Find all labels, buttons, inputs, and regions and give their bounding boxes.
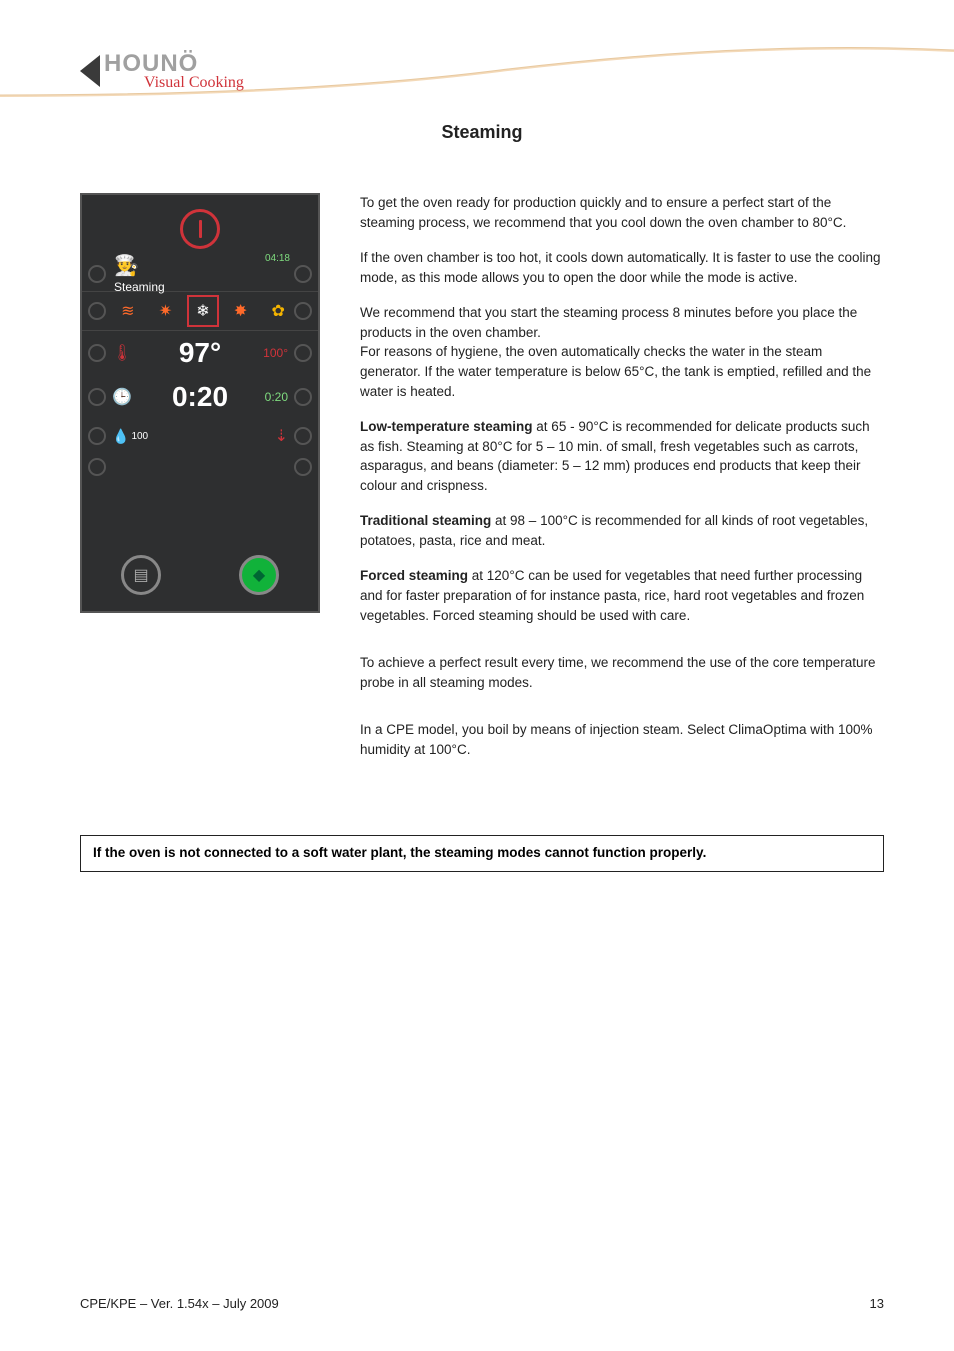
logo-tagline: Visual Cooking — [144, 74, 244, 92]
humidity-value: 100 — [131, 431, 148, 442]
recipe-book-button[interactable]: ▤ — [121, 555, 161, 595]
clock-icon: 🕒 — [112, 387, 132, 407]
right-knob-2[interactable] — [294, 302, 312, 320]
para-cooling: If the oven chamber is too hot, it cools… — [360, 248, 884, 287]
mode-hotair-icon[interactable]: ✸ — [225, 295, 257, 327]
clock-value: 04:18 — [265, 253, 290, 264]
power-button[interactable] — [180, 209, 220, 249]
thermometer-icon: 🌡 — [112, 343, 132, 363]
notice-text: If the oven is not connected to a soft w… — [93, 845, 706, 860]
para-cpe: In a CPE model, you boil by means of inj… — [360, 720, 884, 759]
logo-arrow-icon — [80, 55, 100, 87]
right-knob-4[interactable] — [294, 388, 312, 406]
left-knob-4[interactable] — [88, 388, 106, 406]
humidity-icon: 💧 — [112, 428, 129, 445]
left-knob-5[interactable] — [88, 427, 106, 445]
right-knob-3[interactable] — [294, 344, 312, 362]
left-knob-6[interactable] — [88, 458, 106, 476]
book-icon: ▤ — [133, 565, 148, 585]
chef-hat-icon: 👨‍🍳 — [114, 253, 139, 278]
time-target: 0:20 — [265, 390, 288, 404]
probe-icon: ⇣ — [275, 426, 288, 446]
start-button[interactable]: ◆ — [239, 555, 279, 595]
start-icon: ◆ — [253, 565, 265, 585]
page-title: Steaming — [80, 122, 884, 143]
mode-combi-icon[interactable]: ✷ — [150, 295, 182, 327]
brand-logo: HOUNÖ Visual Cooking — [80, 50, 884, 92]
mode-baking-icon[interactable]: ✿ — [262, 295, 294, 327]
para-prestart: We recommend that you start the steaming… — [360, 303, 884, 401]
oven-control-panel: 👨‍🍳 04:18 Steaming ≋ ✷ ❄ ✸ ✿ — [80, 193, 320, 613]
footer-page: 13 — [870, 1296, 884, 1311]
right-knob-6[interactable] — [294, 458, 312, 476]
body-text: To get the oven ready for production qui… — [360, 193, 884, 775]
left-knob-2[interactable] — [88, 302, 106, 320]
para-intro: To get the oven ready for production qui… — [360, 193, 884, 232]
right-knob-1[interactable] — [294, 265, 312, 283]
time-current: 0:20 — [172, 381, 228, 413]
mode-steam-icon[interactable]: ≋ — [112, 295, 144, 327]
para-low-temp: Low-temperature steaming at 65 - 90°C is… — [360, 417, 884, 495]
para-forced: Forced steaming at 120°C can be used for… — [360, 566, 884, 625]
left-knob-1[interactable] — [88, 265, 106, 283]
mode-steaming-selected-icon[interactable]: ❄ — [187, 295, 219, 327]
temp-current: 97° — [179, 337, 221, 369]
para-probe: To achieve a perfect result every time, … — [360, 653, 884, 692]
mode-label: Steaming — [114, 280, 165, 294]
footer-version: CPE/KPE – Ver. 1.54x – July 2009 — [80, 1296, 279, 1311]
right-knob-5[interactable] — [294, 427, 312, 445]
notice-box: If the oven is not connected to a soft w… — [80, 835, 884, 872]
left-knob-3[interactable] — [88, 344, 106, 362]
para-traditional: Traditional steaming at 98 – 100°C is re… — [360, 511, 884, 550]
temp-target: 100° — [263, 346, 288, 360]
